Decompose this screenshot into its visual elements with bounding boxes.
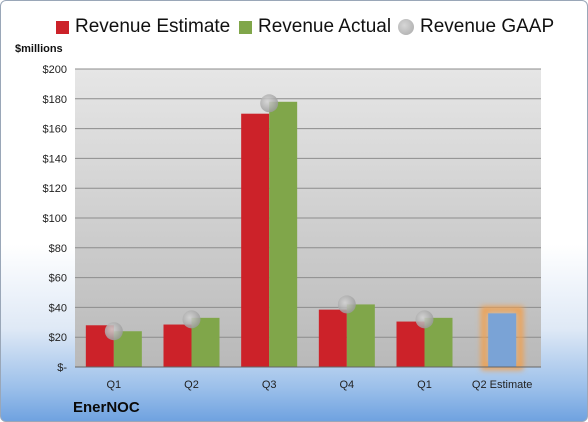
y-tick-label: $160 — [43, 124, 67, 136]
y-tick-label: $180 — [43, 94, 67, 106]
x-tick-label: Q1 — [417, 379, 432, 391]
legend-item-revenue-gaap: Revenue GAAP — [398, 16, 554, 38]
x-tick-label: Q2 Estimate — [472, 379, 533, 391]
point-revenue-gaap — [337, 295, 356, 314]
legend-label-revenue-actual: Revenue Actual — [258, 16, 392, 37]
y-axis-unit-label: $millions — [15, 43, 63, 55]
point-revenue-gaap — [104, 322, 123, 341]
legend-item-revenue-actual: Revenue Actual — [239, 16, 391, 38]
y-tick-label: $120 — [43, 183, 67, 195]
bar-revenue-estimate — [241, 113, 270, 367]
legend-item-revenue-estimate: Revenue Estimate — [56, 16, 230, 38]
legend-marker-revenue-gaap — [398, 19, 414, 35]
plot-area: $- $20 $40 $60 $80 $100 $120 $140 $160 $180 $200 Q1… — [43, 64, 541, 391]
y-tick-label: $20 — [49, 332, 67, 344]
bar-revenue-actual — [269, 101, 298, 367]
y-tick-label: $140 — [43, 153, 67, 165]
x-tick-label: Q3 — [262, 379, 277, 391]
bar-forecast — [488, 313, 517, 367]
company-name: EnerNOC — [73, 399, 140, 416]
y-tick-label: $100 — [43, 213, 67, 225]
legend-swatch-revenue-estimate — [56, 20, 69, 34]
y-tick-label: $60 — [49, 273, 67, 285]
y-tick-label: $- — [57, 362, 67, 374]
bar-revenue-estimate — [163, 324, 192, 367]
x-tick-label: Q4 — [339, 379, 354, 391]
y-tick-label: $200 — [43, 64, 67, 76]
point-revenue-gaap — [415, 310, 434, 329]
legend-swatch-revenue-actual — [239, 20, 252, 34]
y-tick-label: $80 — [49, 243, 67, 255]
point-revenue-gaap — [182, 310, 201, 329]
x-tick-label: Q2 — [184, 379, 199, 391]
legend: Revenue Estimate Revenue Actual Revenue … — [1, 16, 587, 44]
legend-label-revenue-estimate: Revenue Estimate — [75, 16, 231, 37]
point-revenue-gaap — [260, 94, 279, 113]
bar-revenue-estimate — [396, 321, 425, 367]
x-tick-label: Q1 — [106, 379, 121, 391]
legend-label-revenue-gaap: Revenue GAAP — [420, 16, 555, 37]
y-tick-label: $40 — [49, 302, 67, 314]
bar-revenue-estimate — [318, 309, 347, 367]
bar-revenue-actual — [346, 304, 375, 367]
